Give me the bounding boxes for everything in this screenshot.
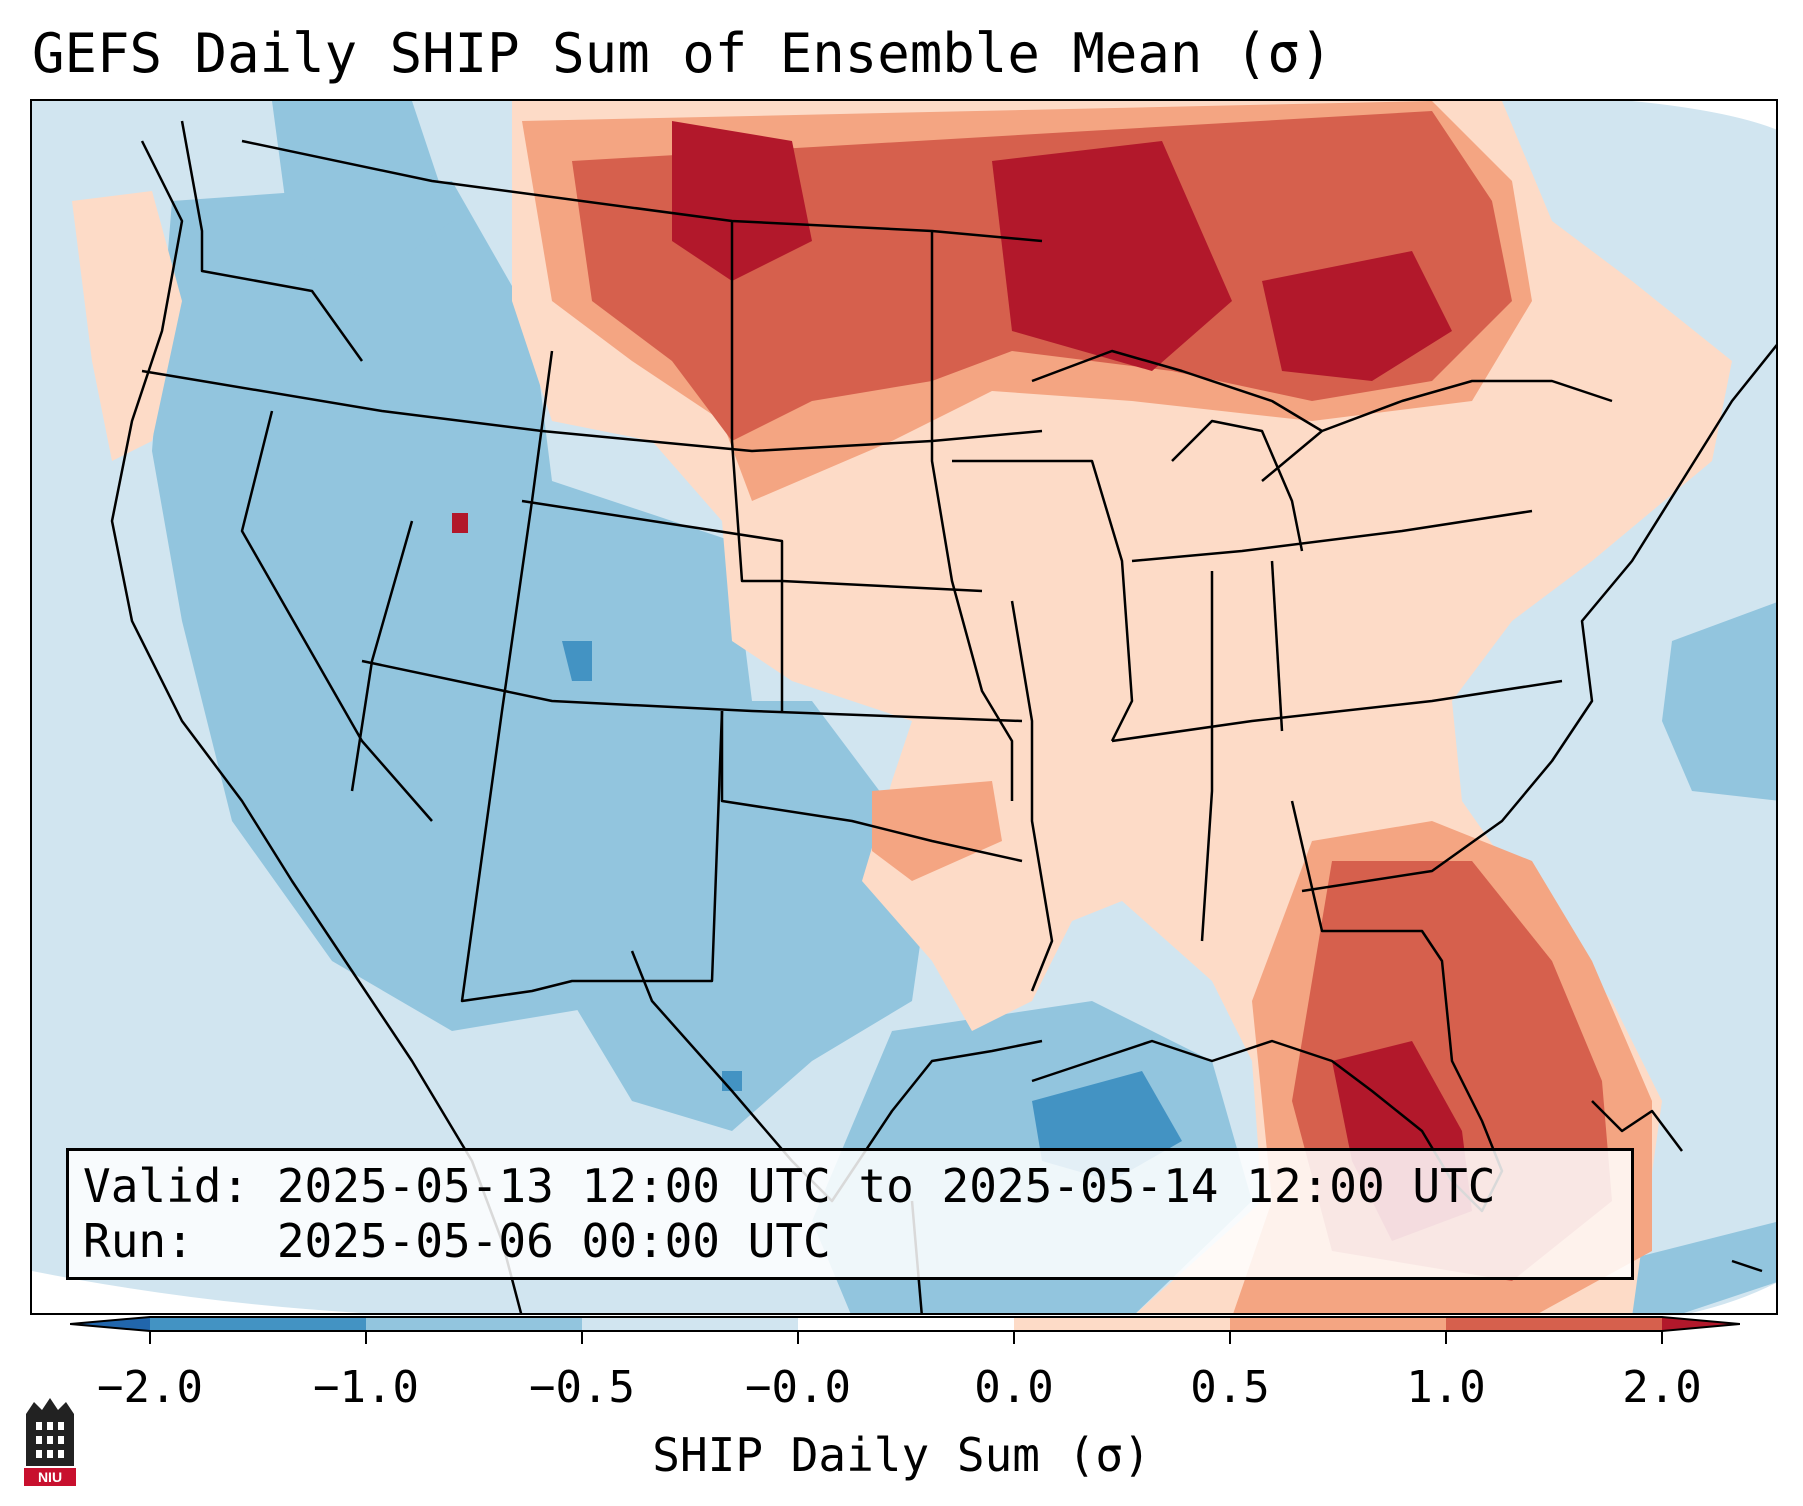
colorbar-tick-label: −2.0 (97, 1362, 203, 1413)
map-title: GEFS Daily SHIP Sum of Ensemble Mean (σ) (32, 22, 1333, 85)
valid-time-box: Valid: 2025-05-13 12:00 UTC to 2025-05-1… (66, 1148, 1634, 1280)
projection-edge (1632, 101, 1776, 130)
map-panel (30, 99, 1778, 1315)
colorbar-under-triangle (70, 1317, 150, 1331)
colorbar-segment (366, 1317, 582, 1331)
colorbar-tick-label: 1.0 (1406, 1362, 1486, 1413)
niu-logo-icon: NIU (24, 1398, 76, 1486)
colorbar-segment (1446, 1317, 1662, 1331)
colorbar-tick-label: −1.0 (313, 1362, 419, 1413)
colorbar-tick-label: 0.0 (974, 1362, 1054, 1413)
colorbar-segment (150, 1317, 366, 1331)
colorbar-segment (1230, 1317, 1446, 1331)
colorbar-segment (582, 1317, 798, 1331)
projection-edge (1691, 1283, 1776, 1313)
colorbar-tick-label: −0.5 (529, 1362, 635, 1413)
colorbar-tick-label: −0.0 (745, 1362, 851, 1413)
colorbar-title: SHIP Daily Sum (σ) (652, 1428, 1151, 1482)
colorbar-ticks (149, 1331, 1663, 1344)
colorbar-tick-label: 0.5 (1190, 1362, 1270, 1413)
colorbar-segment (798, 1317, 1014, 1331)
colorbar-over-triangle (1662, 1317, 1740, 1331)
projection-edge (32, 1271, 362, 1313)
map-canvas (32, 101, 1776, 1313)
niu-logo-text: NIU (38, 1469, 62, 1485)
valid-line: Valid: 2025-05-13 12:00 UTC to 2025-05-1… (83, 1159, 1496, 1213)
colorbar-segment (1014, 1317, 1230, 1331)
colorbar-tick-label: 2.0 (1622, 1362, 1702, 1413)
run-line: Run: 2025-05-06 00:00 UTC (83, 1214, 831, 1268)
colorbar (70, 1316, 1740, 1344)
